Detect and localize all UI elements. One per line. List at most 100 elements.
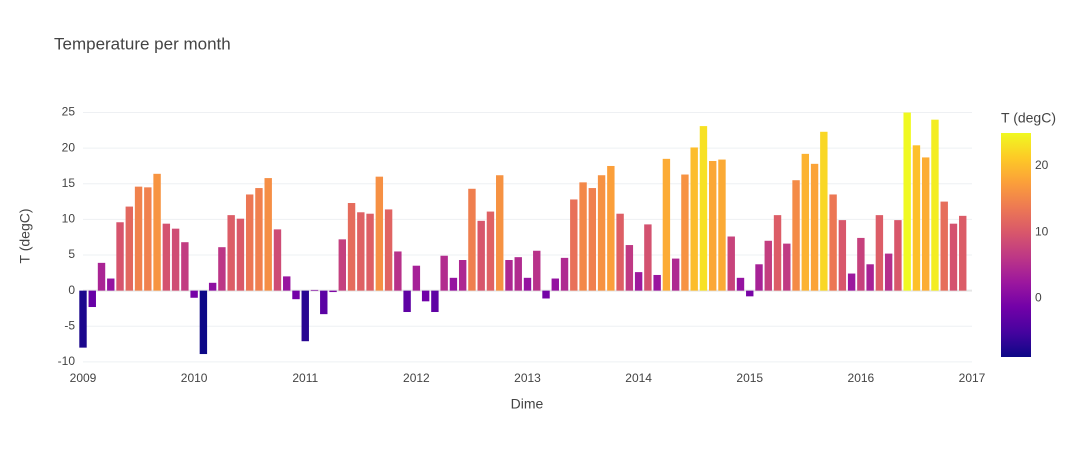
bar	[245, 194, 254, 291]
bar	[764, 240, 772, 291]
bar	[505, 260, 513, 291]
bar	[931, 119, 939, 291]
bar	[468, 188, 476, 291]
bar	[681, 174, 689, 291]
bar	[458, 260, 467, 291]
bar	[625, 245, 634, 291]
bar	[949, 223, 958, 291]
bar	[236, 218, 245, 291]
colorbar-tick-label: 0	[1035, 290, 1042, 304]
bar	[79, 290, 87, 348]
bar	[671, 258, 680, 291]
bar	[736, 277, 745, 291]
bar	[116, 222, 124, 291]
x-tick-label: 2011	[292, 371, 318, 385]
x-tick-label: 2014	[625, 371, 652, 385]
bar	[875, 215, 884, 291]
x-tick-label: 2015	[736, 371, 763, 385]
bar	[486, 211, 495, 291]
bar	[199, 290, 208, 355]
bar	[829, 194, 837, 291]
y-tick-label: 5	[68, 247, 75, 261]
bar	[477, 220, 485, 291]
bar	[959, 215, 967, 291]
chart-title: Temperature per month	[54, 34, 231, 53]
bar	[384, 209, 393, 291]
x-tick-label: 2012	[403, 371, 430, 385]
y-tick-label: -10	[58, 354, 76, 368]
bar	[542, 290, 550, 299]
bar	[264, 178, 272, 291]
y-tick-label: 0	[68, 283, 75, 297]
bar	[403, 290, 411, 313]
y-tick-label: 25	[62, 105, 76, 119]
colorbar-tick-label: 20	[1035, 158, 1049, 172]
bar	[857, 237, 865, 291]
bar	[746, 290, 754, 297]
y-tick-label: 15	[62, 176, 76, 190]
bar	[496, 175, 504, 291]
bar	[783, 243, 791, 291]
bar	[514, 257, 522, 291]
bar	[366, 213, 374, 291]
bar	[329, 290, 337, 293]
bar	[551, 278, 559, 291]
y-tick-label: 10	[62, 212, 76, 226]
bar	[412, 265, 421, 291]
bar	[903, 112, 911, 291]
bar	[597, 175, 606, 291]
y-axis-label: T (degC)	[17, 209, 33, 264]
bar	[449, 277, 458, 291]
bar	[588, 188, 597, 291]
bar	[838, 220, 847, 291]
bar	[801, 153, 810, 291]
bar	[255, 188, 263, 291]
bar	[107, 278, 115, 291]
bar	[125, 206, 134, 291]
bar	[690, 147, 698, 291]
bar	[153, 173, 161, 291]
bar	[755, 264, 763, 291]
bar	[273, 229, 282, 291]
bar	[394, 251, 402, 291]
bar	[227, 215, 235, 291]
bar	[912, 145, 921, 291]
bar	[431, 290, 439, 313]
bar	[579, 182, 587, 291]
bar	[134, 186, 143, 291]
colorbar-title: T (degC)	[1001, 110, 1056, 126]
bar	[607, 165, 615, 291]
bar	[533, 250, 541, 291]
bar	[292, 290, 300, 300]
bar	[709, 160, 717, 291]
y-tick-label: 20	[62, 140, 76, 154]
bar	[727, 236, 735, 291]
bar	[634, 272, 643, 291]
bar	[310, 289, 319, 291]
bar	[792, 180, 800, 291]
bar	[560, 257, 569, 291]
bar	[208, 282, 217, 291]
bar	[773, 215, 782, 291]
bar	[894, 220, 902, 291]
bar	[820, 131, 828, 291]
x-axis-label: Dime	[511, 396, 544, 412]
bar	[181, 242, 189, 291]
bar	[421, 290, 430, 302]
bar	[283, 276, 291, 291]
bar	[884, 253, 893, 291]
bar	[662, 158, 671, 291]
bar	[338, 239, 346, 291]
colorbar	[1001, 133, 1031, 357]
bar	[88, 290, 96, 308]
bar	[866, 264, 874, 291]
x-tick-label: 2013	[514, 371, 541, 385]
bar	[440, 255, 448, 291]
y-tick-label: -5	[64, 318, 75, 332]
bar	[718, 159, 726, 291]
bar	[940, 201, 948, 291]
bar	[347, 203, 356, 291]
colorbar-tick-label: 10	[1035, 224, 1049, 238]
x-tick-label: 2016	[848, 371, 875, 385]
